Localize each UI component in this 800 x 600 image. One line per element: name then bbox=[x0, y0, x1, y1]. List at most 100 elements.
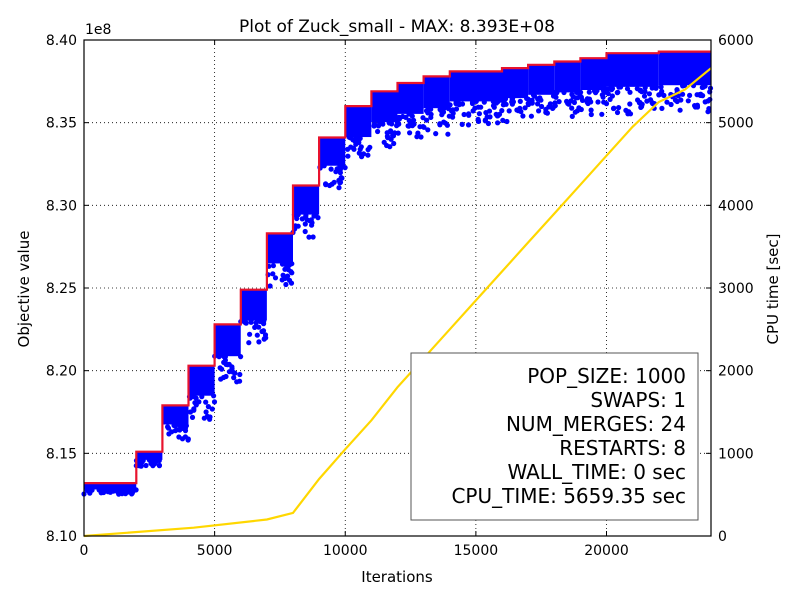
population-point bbox=[288, 280, 295, 286]
population-point bbox=[556, 99, 562, 105]
population-point bbox=[406, 111, 412, 117]
y-tick-label: 8.15 bbox=[46, 446, 77, 462]
population-band bbox=[214, 324, 241, 357]
population-band bbox=[371, 91, 398, 123]
population-point bbox=[520, 113, 526, 119]
y2-tick-label: 2000 bbox=[718, 364, 754, 380]
population-point bbox=[649, 85, 655, 91]
population-point bbox=[448, 108, 455, 114]
population-band bbox=[502, 68, 529, 99]
population-point bbox=[475, 118, 481, 124]
population-point bbox=[221, 354, 227, 360]
population-point bbox=[211, 393, 217, 399]
population-point bbox=[456, 102, 462, 108]
population-point bbox=[603, 101, 610, 107]
population-point bbox=[536, 108, 542, 114]
population-point bbox=[496, 111, 503, 117]
population-point bbox=[289, 261, 295, 267]
population-point bbox=[182, 428, 189, 434]
population-point bbox=[509, 97, 515, 103]
population-point bbox=[295, 223, 301, 229]
population-point bbox=[668, 101, 674, 108]
population-point bbox=[459, 121, 465, 127]
population-point bbox=[375, 128, 381, 135]
population-point bbox=[219, 366, 225, 372]
population-point bbox=[553, 94, 559, 100]
population-point bbox=[283, 281, 289, 288]
population-point bbox=[209, 406, 215, 412]
population-point bbox=[328, 166, 334, 172]
population-point bbox=[441, 119, 447, 125]
population-point bbox=[680, 91, 686, 97]
population-point bbox=[133, 487, 139, 493]
population-point bbox=[346, 134, 352, 140]
population-point bbox=[156, 457, 162, 464]
population-point bbox=[187, 409, 194, 415]
population-point bbox=[495, 98, 501, 104]
population-point bbox=[618, 84, 624, 90]
population-point bbox=[478, 104, 484, 110]
population-point bbox=[439, 112, 445, 118]
population-point bbox=[207, 416, 213, 422]
population-point bbox=[395, 130, 401, 136]
population-point bbox=[165, 424, 171, 430]
population-point bbox=[487, 114, 493, 120]
y2-tick-label: 6000 bbox=[718, 33, 754, 49]
population-band bbox=[658, 51, 711, 86]
population-point bbox=[272, 275, 279, 281]
population-point bbox=[682, 82, 688, 88]
population-point bbox=[270, 263, 276, 269]
population-point bbox=[105, 489, 111, 495]
population-point bbox=[476, 111, 482, 117]
population-scatter bbox=[81, 51, 714, 497]
population-point bbox=[114, 487, 120, 493]
info-line-swaps: SWAPS: 1 bbox=[590, 388, 686, 412]
population-point bbox=[353, 141, 359, 147]
population-point bbox=[504, 118, 510, 125]
population-point bbox=[267, 283, 273, 289]
population-point bbox=[283, 262, 289, 268]
population-point bbox=[685, 98, 691, 104]
population-point bbox=[466, 112, 472, 118]
population-point bbox=[450, 114, 456, 120]
population-point bbox=[231, 375, 237, 381]
population-band bbox=[528, 64, 555, 95]
population-point bbox=[535, 101, 541, 107]
y-tick-label: 8.40 bbox=[46, 33, 77, 49]
population-point bbox=[538, 97, 544, 103]
population-point bbox=[256, 324, 262, 330]
population-point bbox=[525, 96, 531, 102]
population-point bbox=[252, 324, 258, 330]
population-point bbox=[345, 153, 351, 159]
population-point bbox=[403, 114, 409, 120]
population-point bbox=[407, 130, 413, 136]
population-point bbox=[386, 119, 392, 125]
x-axis-label: Iterations bbox=[361, 568, 433, 586]
population-point bbox=[586, 89, 592, 95]
population-point bbox=[447, 102, 453, 108]
population-point bbox=[425, 110, 431, 116]
population-point bbox=[223, 361, 229, 367]
population-point bbox=[299, 216, 305, 222]
population-point bbox=[118, 487, 124, 493]
population-point bbox=[353, 135, 359, 141]
population-point bbox=[262, 332, 269, 338]
y2-tick-label: 5000 bbox=[718, 116, 754, 132]
population-band bbox=[397, 82, 424, 114]
population-point bbox=[588, 107, 594, 113]
population-point bbox=[351, 146, 357, 152]
info-box-frame bbox=[410, 352, 699, 521]
population-point bbox=[694, 104, 701, 110]
population-point bbox=[171, 422, 177, 428]
population-point bbox=[593, 90, 599, 96]
population-band bbox=[606, 53, 659, 87]
population-point bbox=[371, 123, 377, 129]
population-point bbox=[310, 234, 316, 240]
population-point bbox=[485, 120, 491, 127]
population-point bbox=[501, 96, 507, 102]
population-band bbox=[345, 106, 372, 138]
population-point bbox=[599, 111, 605, 117]
population-point bbox=[588, 111, 594, 118]
population-point bbox=[339, 164, 345, 170]
population-point bbox=[481, 99, 487, 105]
